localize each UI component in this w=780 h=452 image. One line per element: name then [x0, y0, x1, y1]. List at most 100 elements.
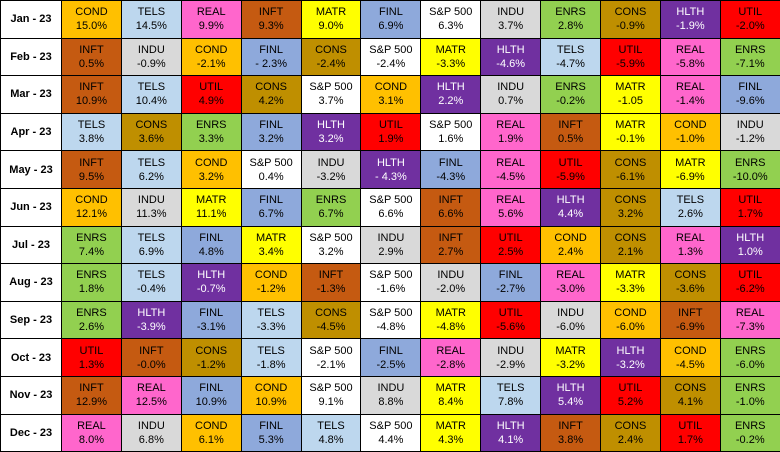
- sector-name: CONS: [315, 43, 347, 56]
- sector-return: 11.1%: [196, 208, 227, 221]
- sector-cell: HLTH - 4.3%: [361, 151, 422, 189]
- sector-name: REAL: [675, 231, 705, 244]
- sector-return: 1.6%: [438, 133, 464, 146]
- sector-name: TELS: [137, 269, 166, 282]
- sector-cell: MATR 3.4%: [241, 226, 302, 265]
- sector-name: REAL: [556, 269, 585, 282]
- sector-return: -6.9%: [675, 321, 705, 334]
- sector-name: S&P 500: [369, 194, 413, 207]
- sector-return: -0.4%: [136, 283, 166, 296]
- sector-cell: INFT -1.3%: [301, 264, 362, 302]
- sector-cell: INFT 10.9%: [62, 76, 122, 114]
- sector-return: 3.2%: [617, 208, 643, 221]
- sector-cell: S&P 500 -2.4%: [361, 38, 422, 77]
- sector-cell: HLTH -3.9%: [121, 301, 182, 340]
- sector-cell: S&P 500 0.4%: [241, 151, 302, 189]
- sector-name: S&P 500: [249, 156, 293, 169]
- sector-return: 9.0%: [318, 20, 344, 33]
- sector-cell: TELS 7.8%: [481, 376, 542, 415]
- sector-return: -2.4%: [376, 57, 406, 70]
- sector-name: INDU: [557, 307, 585, 320]
- sector-name: ENRS: [734, 156, 766, 169]
- sector-name: TELS: [496, 382, 525, 395]
- sector-name: CONS: [135, 119, 168, 132]
- sector-name: MATR: [255, 231, 287, 244]
- sector-cell: MATR 8.4%: [421, 376, 482, 415]
- sector-cell: UTIL -5.9%: [601, 38, 661, 77]
- sector-cell: ENRS -10.0%: [720, 151, 780, 189]
- sector-cell: TELS -0.4%: [121, 264, 182, 302]
- sector-cell: FINL 6.7%: [241, 188, 302, 227]
- sector-cell: INDU 2.9%: [361, 226, 422, 265]
- sector-cell: ENRS -0.2%: [541, 76, 602, 114]
- sector-cell: MATR -4.8%: [421, 301, 482, 340]
- sector-cell: FINL 6.9%: [361, 1, 422, 39]
- sector-return: -4.8%: [436, 321, 466, 334]
- sector-name: HLTH: [676, 6, 705, 19]
- sector-return: 5.6%: [498, 208, 524, 221]
- sector-name: INFT: [678, 307, 703, 320]
- sector-name: TELS: [317, 419, 345, 432]
- sector-return: 3.8%: [78, 133, 104, 146]
- sector-name: COND: [674, 119, 707, 132]
- sector-name: ENRS: [734, 382, 766, 395]
- sector-return: -2.1%: [316, 358, 346, 371]
- sector-cell: REAL 1.3%: [660, 226, 721, 265]
- sector-name: ENRS: [76, 269, 107, 282]
- sector-cell: CONS -4.5%: [301, 301, 362, 340]
- sector-cell: CONS 2.1%: [601, 226, 661, 265]
- sector-cell: FINL - 2.3%: [241, 38, 302, 77]
- sector-name: INDU: [137, 43, 165, 56]
- sector-name: INDU: [137, 419, 165, 432]
- sector-cell: REAL 5.6%: [481, 188, 542, 227]
- sector-name: INFT: [558, 119, 583, 132]
- sector-return: 6.1%: [198, 433, 224, 446]
- sector-return: -4.3%: [436, 170, 466, 183]
- sector-name: INFT: [438, 194, 464, 207]
- sector-return: -10.0%: [732, 170, 768, 183]
- sector-name: ENRS: [734, 344, 766, 357]
- sector-name: CONS: [674, 382, 707, 395]
- sector-return: 6.6%: [438, 208, 464, 221]
- sector-return: 3.7%: [498, 20, 524, 33]
- sector-return: -3.9%: [136, 321, 166, 334]
- sector-name: CONS: [614, 156, 647, 169]
- sector-name: ENRS: [76, 231, 107, 244]
- sector-cell: INDU 11.3%: [121, 188, 182, 227]
- sector-name: MATR: [315, 6, 347, 19]
- sector-cell: MATR -1.05: [601, 76, 661, 114]
- sector-return: 3.4%: [258, 245, 284, 258]
- sector-cell: UTIL 1.3%: [62, 339, 122, 377]
- sector-name: UTIL: [378, 119, 403, 132]
- sector-cell: MATR 9.0%: [301, 1, 362, 39]
- sector-return: -4.5%: [675, 358, 705, 371]
- sector-name: COND: [554, 231, 587, 244]
- sector-return: 0.5%: [558, 133, 584, 146]
- sector-name: ENRS: [76, 307, 107, 320]
- sector-return: 8.0%: [78, 433, 104, 446]
- sector-cell: CONS 3.2%: [601, 188, 661, 227]
- sector-return: -0.9%: [616, 20, 645, 33]
- sector-return: 8.8%: [378, 396, 404, 409]
- sector-cell: FINL 10.9%: [181, 376, 242, 415]
- sector-return: -0.9%: [136, 57, 166, 70]
- sector-cell: COND -4.5%: [660, 339, 721, 377]
- sector-cell: FINL -9.6%: [720, 76, 780, 114]
- sector-return: 2.4%: [617, 433, 643, 446]
- sector-return: 0.4%: [258, 170, 284, 183]
- sector-return: -0.2%: [556, 95, 585, 108]
- month-label: Mar - 23: [1, 76, 62, 114]
- sector-return: 4.8%: [318, 433, 344, 446]
- sector-name: MATR: [435, 382, 466, 395]
- sector-cell: ENRS 7.4%: [62, 226, 122, 265]
- sector-cell: REAL -1.4%: [660, 76, 721, 114]
- sector-name: REAL: [436, 344, 466, 357]
- sector-cell: INDU -3.2%: [301, 151, 362, 189]
- sector-name: HLTH: [736, 231, 765, 244]
- sector-cell: CONS 4.2%: [241, 76, 302, 114]
- sector-name: CONS: [614, 419, 647, 432]
- sector-name: INDU: [137, 194, 165, 207]
- sector-name: UTIL: [79, 344, 104, 357]
- sector-return: -6.1%: [616, 170, 645, 183]
- sector-cell: COND 15.0%: [62, 1, 122, 39]
